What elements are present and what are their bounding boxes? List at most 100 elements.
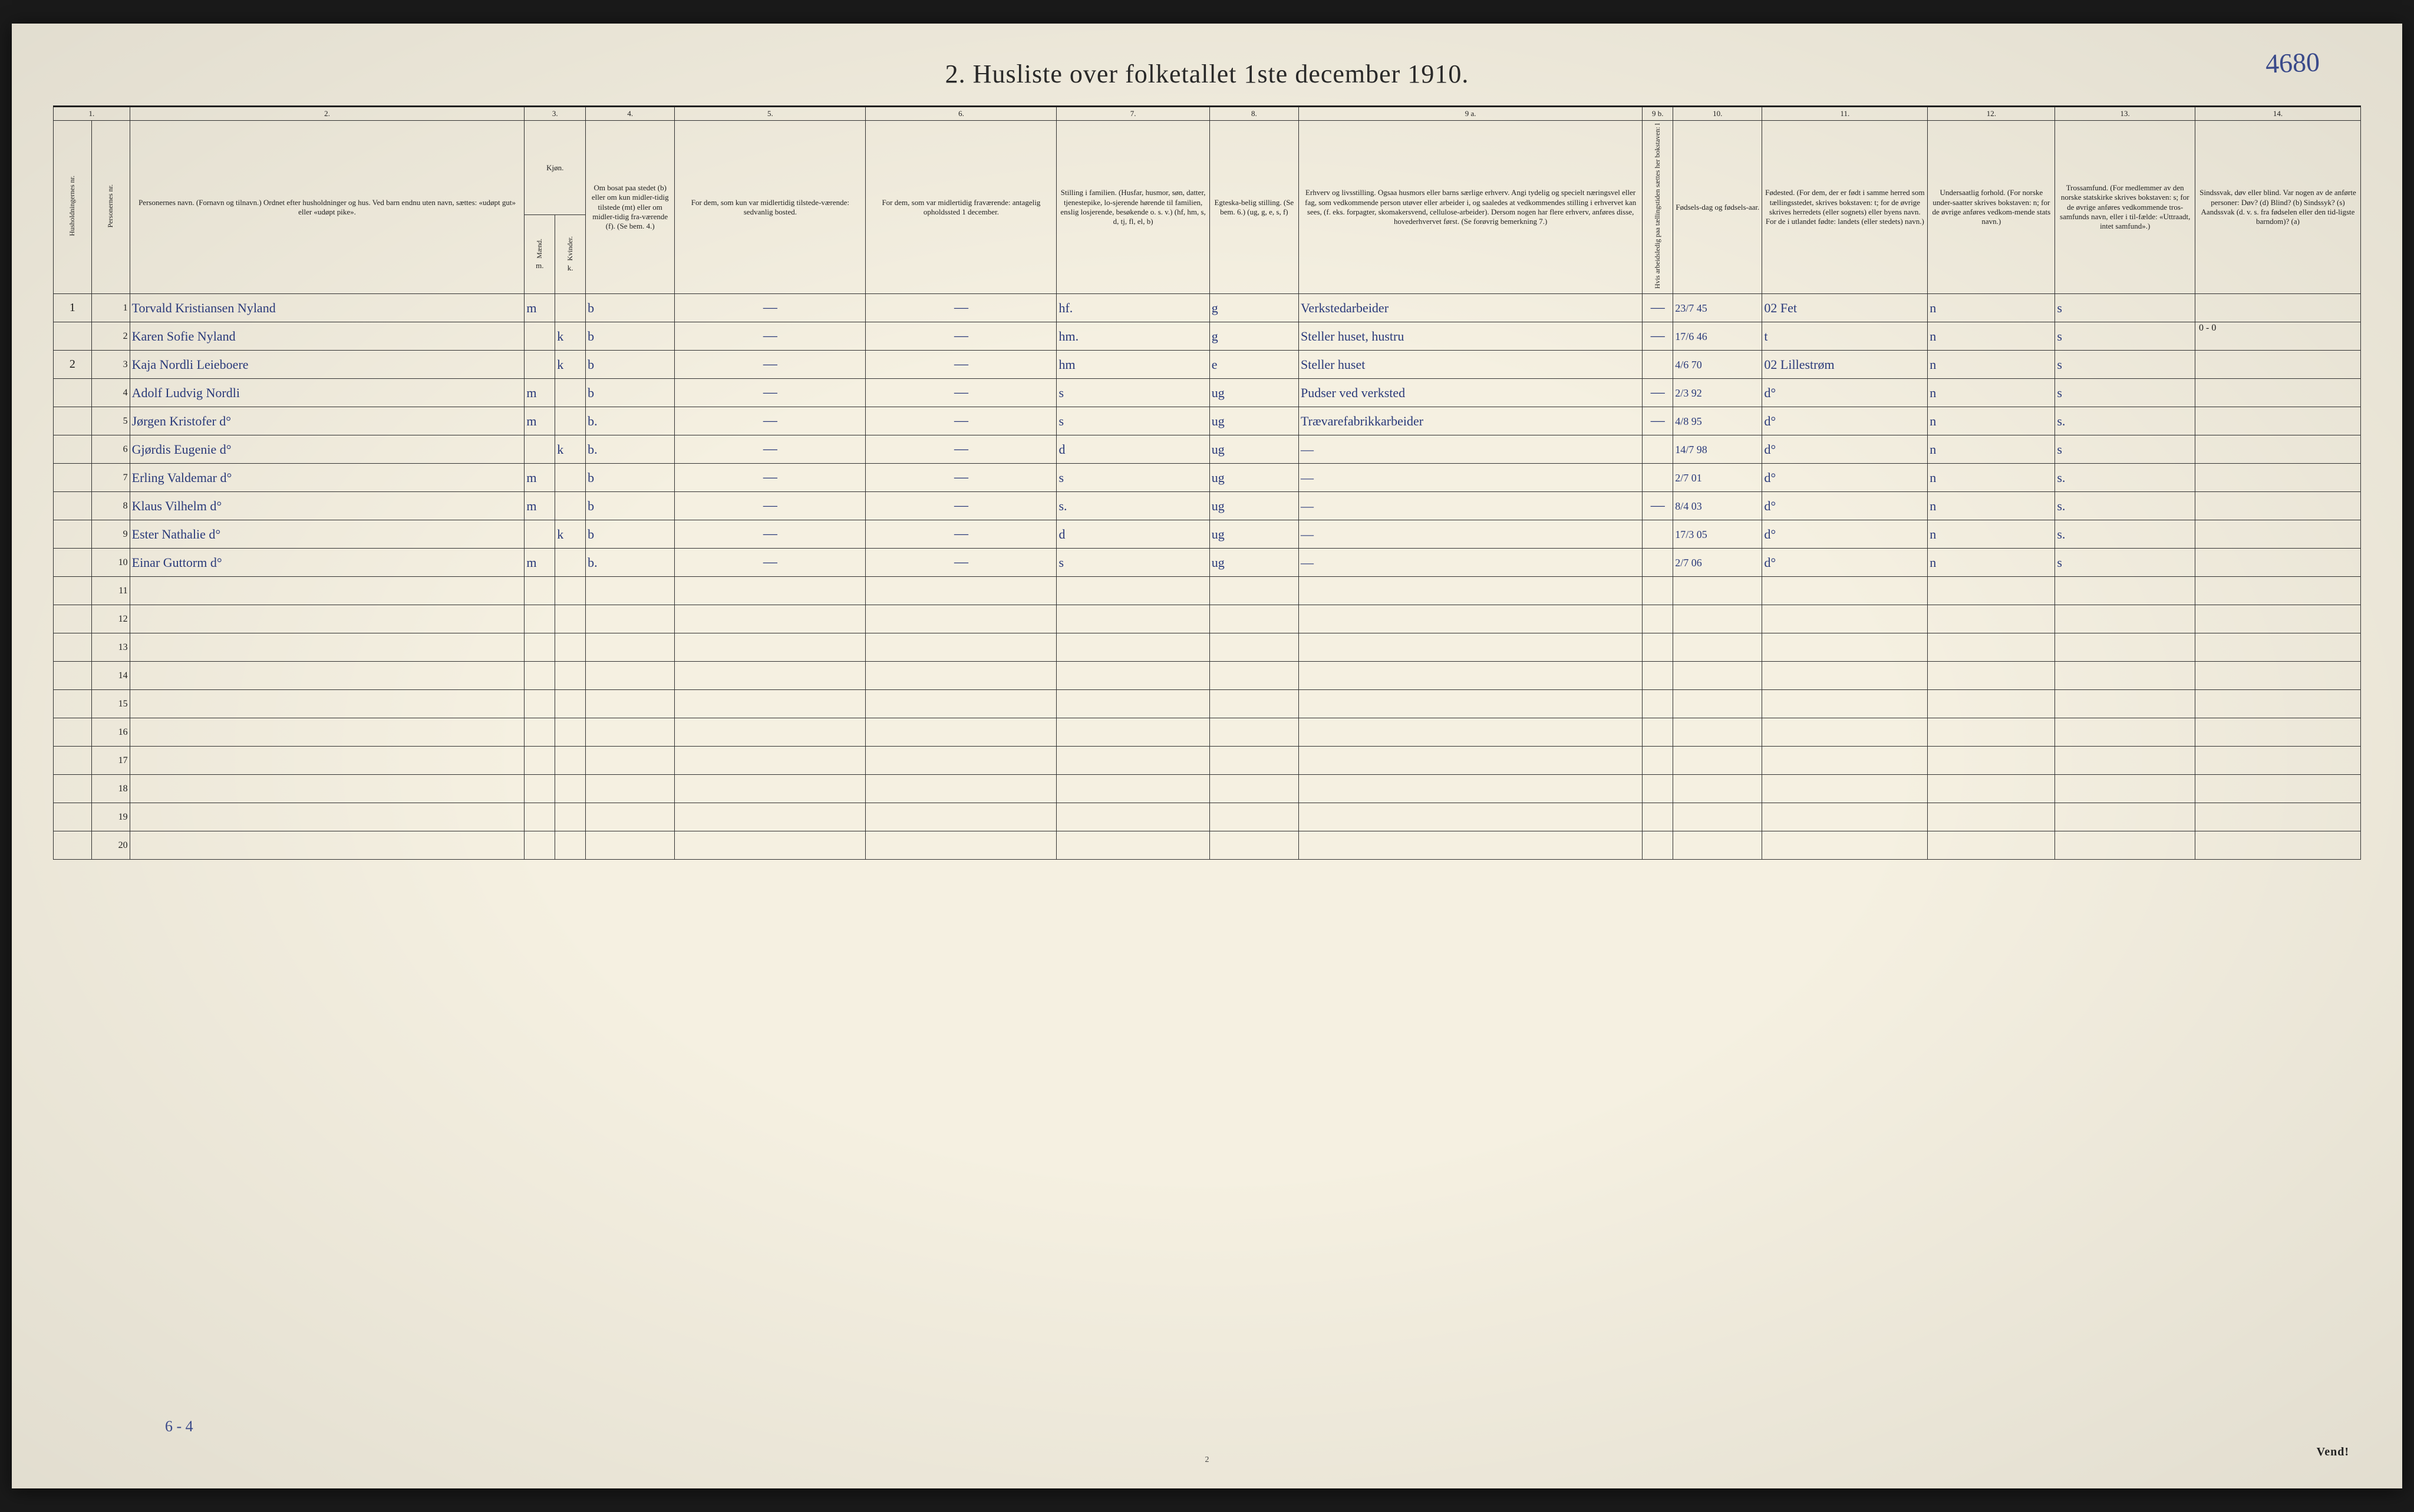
- empty-cell: [54, 775, 92, 803]
- col9b: —: [1643, 492, 1673, 520]
- col13: s: [2055, 294, 2195, 322]
- empty-cell: [1928, 775, 2055, 803]
- col8: ug: [1209, 464, 1298, 492]
- col13: s: [2055, 322, 2195, 351]
- empty-cell: [1762, 605, 1928, 633]
- empty-cell: [1673, 690, 1762, 718]
- col14: 0-700-1: [2195, 294, 2361, 322]
- col5: —: [675, 520, 866, 549]
- name-cell: Adolf Ludvig Nordli: [130, 379, 525, 407]
- hdr-nationality: Undersaatlig forhold. (For norske under-…: [1928, 121, 2055, 294]
- empty-cell: [2055, 662, 2195, 690]
- col14: 0 - 0: [2195, 322, 2361, 351]
- col14: [2195, 351, 2361, 379]
- empty-cell: [1762, 577, 1928, 605]
- col9a: —: [1298, 549, 1642, 577]
- empty-cell: [1298, 775, 1642, 803]
- col11: t: [1762, 322, 1928, 351]
- table-row-empty: 11: [54, 577, 2361, 605]
- empty-cell: 16: [91, 718, 130, 747]
- empty-cell: [130, 747, 525, 775]
- col9a: —: [1298, 520, 1642, 549]
- col12: n: [1928, 520, 2055, 549]
- col8: ug: [1209, 492, 1298, 520]
- empty-cell: [1643, 605, 1673, 633]
- col8: g: [1209, 322, 1298, 351]
- col7: s: [1057, 379, 1209, 407]
- col14: [2195, 379, 2361, 407]
- empty-cell: [525, 605, 555, 633]
- col13: s: [2055, 351, 2195, 379]
- col8: ug: [1209, 407, 1298, 435]
- col13: s: [2055, 549, 2195, 577]
- empty-cell: [1928, 577, 2055, 605]
- col10: 14/7 98: [1673, 435, 1762, 464]
- empty-cell: 14: [91, 662, 130, 690]
- empty-cell: [555, 747, 586, 775]
- empty-cell: [675, 775, 866, 803]
- empty-cell: [54, 718, 92, 747]
- empty-cell: [54, 747, 92, 775]
- sex-k: [555, 379, 586, 407]
- col4: b: [586, 294, 675, 322]
- col12: n: [1928, 549, 2055, 577]
- empty-cell: [1057, 803, 1209, 831]
- table-header: 1. 2. 3. 4. 5. 6. 7. 8. 9 a. 9 b. 10. 11…: [54, 107, 2361, 294]
- hdr-temp-present: For dem, som kun var midlertidig tilsted…: [675, 121, 866, 294]
- empty-cell: [130, 633, 525, 662]
- house-num: [54, 464, 92, 492]
- col4: b: [586, 520, 675, 549]
- hdr-male: Mænd.m.: [525, 215, 555, 294]
- empty-cell: [1643, 803, 1673, 831]
- census-table: 1. 2. 3. 4. 5. 6. 7. 8. 9 a. 9 b. 10. 11…: [53, 105, 2361, 860]
- empty-cell: [555, 803, 586, 831]
- colnum-4: 4.: [586, 107, 675, 121]
- col4: b: [586, 464, 675, 492]
- house-num: [54, 435, 92, 464]
- empty-cell: [2055, 718, 2195, 747]
- empty-cell: [555, 831, 586, 860]
- name-cell: Gjørdis Eugenie d°: [130, 435, 525, 464]
- empty-cell: 15: [91, 690, 130, 718]
- hdr-male-text: Mænd.: [535, 239, 544, 259]
- hdr-birthdate: Fødsels-dag og fødsels-aar.: [1673, 121, 1762, 294]
- col8: ug: [1209, 435, 1298, 464]
- colnum-5: 5.: [675, 107, 866, 121]
- col6: —: [866, 322, 1057, 351]
- col11: d°: [1762, 549, 1928, 577]
- col14: [2195, 407, 2361, 435]
- empty-cell: [2055, 577, 2195, 605]
- col7: d: [1057, 435, 1209, 464]
- empty-cell: [2055, 803, 2195, 831]
- sex-m: m: [525, 492, 555, 520]
- table-row-empty: 19: [54, 803, 2361, 831]
- empty-cell: [130, 718, 525, 747]
- col8: g: [1209, 294, 1298, 322]
- empty-cell: [1673, 803, 1762, 831]
- empty-cell: [54, 803, 92, 831]
- hdr-religion: Trossamfund. (For medlemmer av den norsk…: [2055, 121, 2195, 294]
- empty-cell: 20: [91, 831, 130, 860]
- empty-cell: [130, 605, 525, 633]
- empty-cell: [1209, 605, 1298, 633]
- empty-cell: [54, 577, 92, 605]
- sex-k: [555, 492, 586, 520]
- overwrite-annotation: 0-700-1: [2199, 294, 2229, 296]
- col9a: —: [1298, 435, 1642, 464]
- name-cell: Erling Valdemar d°: [130, 464, 525, 492]
- hdr-household-nr: Husholdningernes nr.: [54, 121, 92, 294]
- col9a: Pudser ved verksted2932: [1298, 379, 1642, 407]
- hdr-c9b-text: Hvis arbeidsledig paa tællingstiden sætt…: [1653, 123, 1662, 289]
- empty-cell: [2055, 690, 2195, 718]
- hdr-temp-absent: For dem, som var midlertidig fraværende:…: [866, 121, 1057, 294]
- empty-cell: [586, 831, 675, 860]
- col8: e: [1209, 351, 1298, 379]
- empty-cell: [866, 747, 1057, 775]
- sex-m: [525, 322, 555, 351]
- name-cell: Klaus Vilhelm d°: [130, 492, 525, 520]
- empty-cell: [586, 605, 675, 633]
- empty-cell: [1928, 747, 2055, 775]
- table-row: 5Jørgen Kristofer d°mb.——sugTrævarefabri…: [54, 407, 2361, 435]
- col9a: Steller huset: [1298, 351, 1642, 379]
- col5: —: [675, 379, 866, 407]
